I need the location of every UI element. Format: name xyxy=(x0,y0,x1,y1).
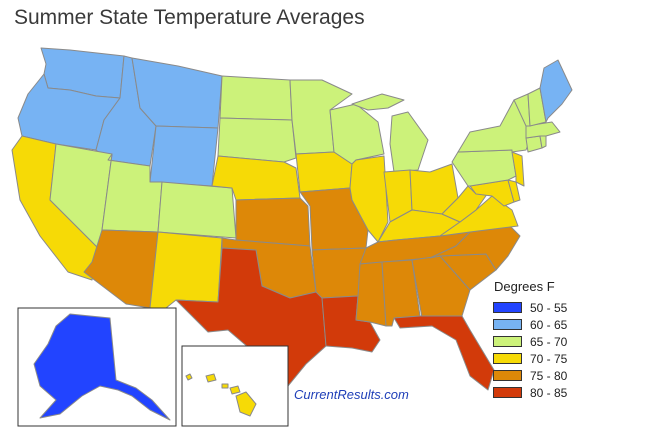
state-hawaii xyxy=(185,373,257,417)
legend-swatch xyxy=(493,336,522,347)
state-mississippi xyxy=(355,261,387,327)
state-wisconsin xyxy=(329,103,385,165)
legend-label: 60 - 65 xyxy=(530,317,568,332)
legend-title: Degrees F xyxy=(494,279,555,294)
legend-label: 70 - 75 xyxy=(530,351,568,366)
state-north-carolina xyxy=(429,225,521,271)
state-new-jersey xyxy=(511,151,525,187)
legend-swatch xyxy=(493,302,522,313)
state-alaska xyxy=(33,313,171,421)
state-north-dakota xyxy=(219,75,293,121)
legend-swatch xyxy=(493,387,522,398)
legend-item: 50 - 55 xyxy=(493,299,613,316)
legend-item: 80 - 85 xyxy=(493,384,613,401)
map-title: Summer State Temperature Averages xyxy=(14,6,365,29)
legend-label: 75 - 80 xyxy=(530,368,568,383)
state-wyoming xyxy=(149,125,219,187)
legend-swatch xyxy=(493,319,522,330)
legend-label: 50 - 55 xyxy=(530,300,568,315)
state-colorado xyxy=(157,181,237,239)
state-south-dakota xyxy=(217,117,297,163)
state-connecticut xyxy=(525,135,543,153)
state-michigan xyxy=(351,93,429,173)
legend-item: 75 - 80 xyxy=(493,367,613,384)
legend-label: 65 - 70 xyxy=(530,334,568,349)
legend-swatch xyxy=(493,370,522,381)
legend: Degrees F 50 - 55 60 - 65 65 - 70 70 - 7… xyxy=(493,279,613,401)
state-florida xyxy=(393,315,495,391)
legend-label: 80 - 85 xyxy=(530,385,568,400)
state-kansas xyxy=(235,197,311,247)
state-massachusetts xyxy=(525,121,561,139)
source-link[interactable]: CurrentResults.com xyxy=(294,387,409,402)
legend-item: 70 - 75 xyxy=(493,350,613,367)
state-maine xyxy=(539,59,573,123)
legend-item: 60 - 65 xyxy=(493,316,613,333)
legend-item: 65 - 70 xyxy=(493,333,613,350)
hawaii-inset-frame xyxy=(181,345,289,427)
state-new-mexico xyxy=(149,231,223,309)
state-pennsylvania xyxy=(451,149,517,187)
legend-swatch xyxy=(493,353,522,364)
state-delaware xyxy=(507,179,521,203)
